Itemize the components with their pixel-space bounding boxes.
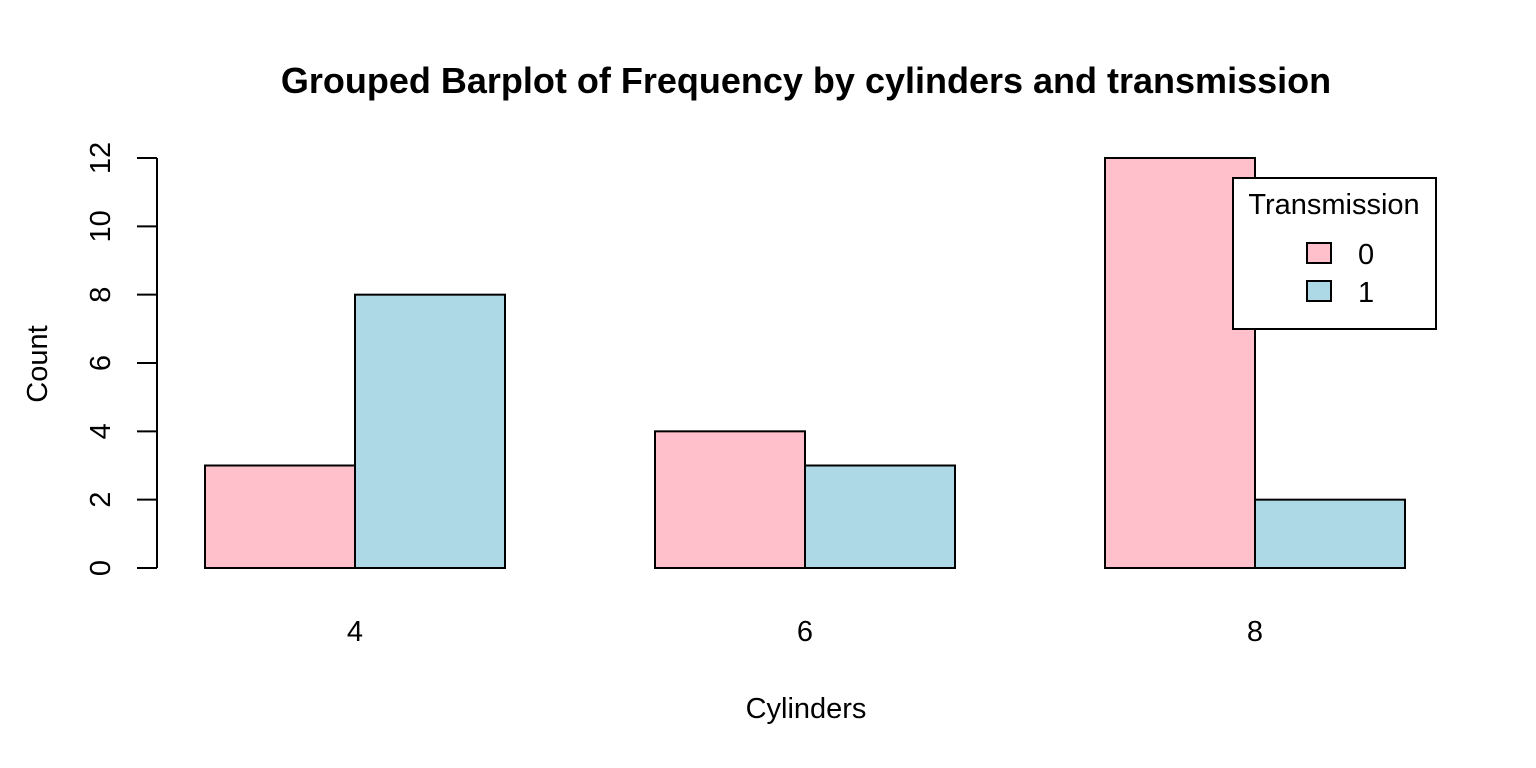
bar-4-series-1 — [354, 293, 506, 569]
legend-title: Transmission — [1248, 189, 1419, 221]
y-tick-label: 0 — [85, 560, 117, 576]
bar-4-series-0 — [204, 464, 356, 569]
legend-items: 01 — [1306, 239, 1374, 309]
legend-box — [1232, 177, 1437, 330]
legend-label-1: 1 — [1358, 277, 1374, 309]
x-tick-label: 4 — [347, 616, 363, 648]
y-tick-label: 8 — [85, 287, 117, 303]
bar-6-series-0 — [654, 430, 806, 570]
legend-swatch-0 — [1306, 242, 1332, 264]
y-tick-label: 2 — [85, 492, 117, 508]
y-tick-label: 6 — [85, 355, 117, 371]
bar-8-series-1 — [1254, 498, 1406, 569]
y-tick-label: 12 — [85, 142, 117, 174]
chart-title: Grouped Barplot of Frequency by cylinder… — [281, 60, 1331, 101]
x-tick-label: 6 — [797, 616, 813, 648]
bar-6-series-1 — [804, 464, 956, 569]
legend-label-0: 0 — [1358, 239, 1374, 271]
y-tick-label: 4 — [85, 423, 117, 439]
x-tick-labels: 4 6 8 — [347, 616, 1263, 648]
y-axis-label: Count — [22, 325, 54, 402]
bar-8-series-0 — [1104, 157, 1256, 569]
x-axis-label: Cylinders — [746, 693, 867, 725]
x-tick-label: 8 — [1247, 616, 1263, 648]
y-axis: 0 2 4 6 8 10 12 — [85, 142, 158, 576]
legend: Transmission 01 — [1232, 177, 1437, 330]
bars-group — [204, 157, 1406, 570]
legend-swatch-1 — [1306, 280, 1332, 302]
y-tick-label: 10 — [85, 210, 117, 242]
